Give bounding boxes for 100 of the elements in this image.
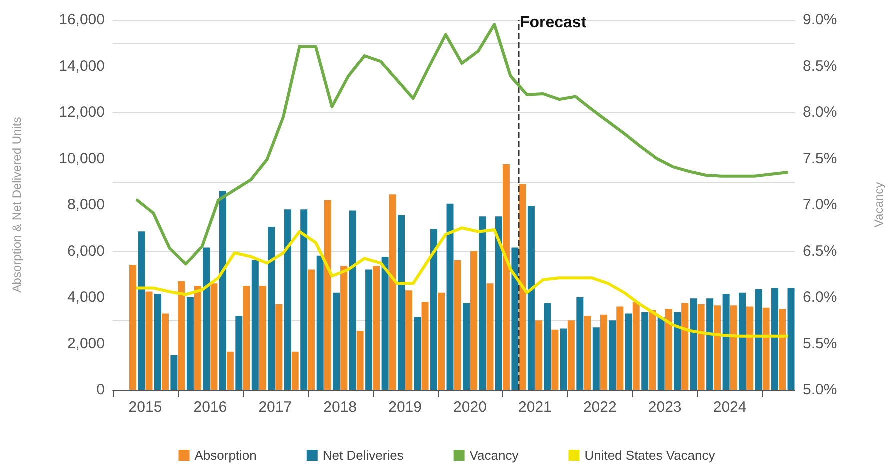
bar bbox=[528, 206, 535, 390]
bar bbox=[340, 266, 348, 390]
y-tick-label: 12,000 bbox=[59, 104, 105, 121]
bar bbox=[454, 260, 462, 390]
bar bbox=[779, 309, 786, 390]
bar bbox=[219, 191, 226, 390]
x-tick-label: 2022 bbox=[583, 399, 617, 416]
y2-axis-title: Vacancy bbox=[872, 182, 886, 228]
y-tick-label: 0 bbox=[96, 382, 105, 398]
y2-tick-label: 7.0% bbox=[803, 196, 838, 214]
bar bbox=[502, 164, 510, 390]
bar bbox=[730, 306, 738, 390]
bar bbox=[210, 284, 218, 390]
bar bbox=[788, 288, 795, 390]
bar bbox=[154, 294, 162, 390]
bar bbox=[356, 331, 364, 390]
bar bbox=[268, 226, 276, 390]
bar bbox=[762, 308, 770, 390]
bar bbox=[398, 215, 406, 390]
bar bbox=[194, 286, 202, 390]
bar bbox=[170, 355, 178, 390]
bar bbox=[389, 194, 396, 390]
legend-label: Absorption bbox=[194, 448, 257, 463]
bar bbox=[129, 265, 136, 390]
bar bbox=[178, 281, 186, 390]
bar bbox=[300, 210, 308, 390]
x-tick-label: 2018 bbox=[324, 399, 358, 416]
bar bbox=[772, 288, 779, 390]
bar bbox=[226, 352, 234, 390]
bar bbox=[162, 314, 169, 390]
y2-tick-label: 6.5% bbox=[803, 242, 838, 260]
y-tick-label: 16,000 bbox=[59, 12, 105, 28]
y-tick-label: 6,000 bbox=[67, 242, 105, 260]
x-tick-label: 2020 bbox=[454, 399, 487, 416]
bar bbox=[462, 303, 470, 390]
bar bbox=[535, 320, 542, 390]
bar bbox=[600, 314, 608, 390]
y-tick-label: 8,000 bbox=[67, 196, 105, 214]
bar bbox=[714, 306, 722, 390]
bar bbox=[292, 352, 299, 390]
bar bbox=[308, 270, 316, 390]
bar bbox=[284, 210, 292, 390]
bar bbox=[682, 303, 689, 390]
bar bbox=[333, 292, 340, 390]
x-tick-label: 2021 bbox=[518, 399, 552, 416]
bar bbox=[430, 229, 438, 390]
x-tick-label: 2019 bbox=[388, 399, 422, 416]
x-tick-label: 2017 bbox=[258, 399, 292, 416]
ref-line-label: Forecast bbox=[520, 14, 588, 32]
bar bbox=[479, 216, 486, 390]
bar bbox=[642, 312, 649, 390]
bar bbox=[495, 216, 502, 390]
bar bbox=[243, 286, 250, 390]
y-tick-label: 4,000 bbox=[67, 289, 105, 306]
bar bbox=[625, 314, 632, 390]
bar bbox=[438, 292, 446, 390]
bar bbox=[382, 257, 389, 390]
bar bbox=[698, 304, 705, 390]
bar bbox=[512, 248, 519, 390]
bar bbox=[584, 316, 592, 390]
y2-tick-label: 8.5% bbox=[803, 58, 838, 75]
bar bbox=[739, 292, 746, 390]
bar bbox=[373, 266, 380, 390]
y-axis-title: Absorption & Net Delivered Units bbox=[10, 117, 24, 293]
bar bbox=[203, 248, 210, 390]
bar bbox=[486, 284, 494, 390]
bar bbox=[722, 294, 730, 390]
x-tick-label: 2015 bbox=[128, 399, 162, 416]
bar bbox=[592, 328, 600, 390]
bar bbox=[544, 303, 552, 390]
y2-tick-label: 5.0% bbox=[803, 382, 838, 398]
bar bbox=[706, 298, 714, 390]
x-tick-label: 2016 bbox=[194, 399, 228, 416]
bar bbox=[446, 204, 454, 390]
legend-label: Net Deliveries bbox=[322, 448, 404, 463]
bar bbox=[674, 312, 682, 390]
bar bbox=[609, 320, 616, 390]
bar bbox=[690, 298, 698, 390]
y-tick-label: 2,000 bbox=[67, 335, 105, 352]
bar bbox=[568, 320, 575, 390]
y-tick-label: 14,000 bbox=[59, 58, 105, 75]
bar bbox=[146, 292, 153, 390]
bar bbox=[138, 232, 146, 390]
bar bbox=[576, 298, 584, 390]
bar bbox=[552, 330, 559, 390]
bar bbox=[236, 316, 243, 390]
line-series bbox=[136, 226, 788, 338]
y2-tick-label: 8.0% bbox=[803, 104, 838, 121]
y2-tick-label: 7.5% bbox=[803, 150, 838, 168]
legend-label: United States Vacancy bbox=[584, 448, 716, 463]
y-tick-label: 10,000 bbox=[59, 150, 105, 168]
bar bbox=[649, 310, 656, 390]
bar bbox=[252, 260, 259, 390]
bar bbox=[259, 286, 266, 390]
bar bbox=[422, 302, 429, 390]
bar bbox=[316, 256, 324, 390]
bar bbox=[746, 306, 754, 390]
bar bbox=[406, 290, 413, 390]
bar bbox=[324, 200, 332, 390]
bar bbox=[616, 306, 624, 390]
